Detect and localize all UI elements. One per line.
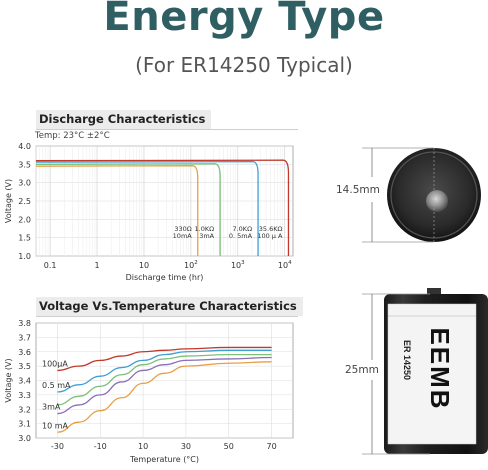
temperature-series-label: 10 mA — [42, 421, 69, 430]
discharge-xlabel: Discharge time (hr) — [126, 273, 204, 282]
discharge-series-load-label: 1.0KΩ — [195, 225, 215, 233]
temperature-ytick-label: 3.8 — [18, 319, 31, 328]
battery-height-label: 25mm — [345, 364, 379, 376]
temperature-series-line — [57, 361, 272, 433]
page-subtitle: (For ER14250 Typical) — [135, 53, 353, 77]
discharge-ytick-label: 2.5 — [18, 197, 31, 206]
discharge-series-current-label: 3mA — [199, 232, 214, 240]
discharge-ytick-label: 3.0 — [18, 179, 31, 188]
temperature-series-label: 0.5 mA — [42, 381, 71, 390]
discharge-series-current-label: 100 μ A — [257, 232, 283, 240]
temperature-series-label: 100μA — [42, 359, 68, 368]
temperature-ytick-label: 3.5 — [18, 362, 31, 371]
temperature-series-label: 3mA — [42, 403, 61, 412]
discharge-xtick-label: 102 — [184, 260, 198, 270]
temperature-ylabel: Voltage (V) — [4, 358, 13, 402]
discharge-xtick-label: 0.1 — [44, 261, 57, 270]
temperature-ytick-label: 3.1 — [18, 420, 31, 429]
temperature-xtick-label: 30 — [181, 442, 191, 451]
discharge-temp-note: Temp: 23°C ±2°C — [35, 131, 110, 141]
temperature-xtick-label: 10 — [138, 442, 148, 451]
discharge-ytick-label: 1.0 — [18, 252, 31, 261]
temperature-series-line — [57, 353, 272, 406]
discharge-series-line — [35, 160, 259, 256]
temperature-ytick-label: 3.7 — [18, 333, 31, 342]
discharge-series-line — [35, 159, 290, 256]
temperature-title-rule — [36, 316, 298, 317]
discharge-chart-title: Discharge Characteristics — [36, 110, 212, 129]
discharge-series-load-label: 330Ω — [174, 225, 191, 233]
discharge-xtick-label: 104 — [278, 260, 292, 270]
temperature-ytick-label: 3.6 — [18, 348, 31, 357]
temperature-xtick-label: -10 — [94, 442, 107, 451]
discharge-xtick-label: 1 — [95, 261, 100, 270]
battery-model-label: ER 14250 — [402, 340, 412, 381]
battery-diameter-label: 14.5mm — [336, 184, 380, 196]
battery-top-view — [387, 148, 481, 242]
discharge-title-rule — [36, 129, 298, 130]
temperature-xlabel: Temperature (°C) — [129, 455, 199, 464]
temperature-xtick-label: -30 — [51, 442, 64, 451]
discharge-series-load-label: 35.6KΩ — [259, 225, 283, 233]
temperature-xtick-label: 50 — [224, 442, 234, 451]
discharge-series-line — [35, 165, 199, 256]
temperature-series-line — [57, 346, 272, 372]
temperature-xtick-label: 70 — [266, 442, 276, 451]
discharge-series-current-label: 10mA — [173, 232, 193, 240]
temperature-chart-title: Voltage Vs.Temperature Characteristics — [36, 297, 303, 316]
discharge-series-line — [35, 163, 221, 256]
discharge-xtick-label: 10 — [139, 261, 149, 270]
temperature-ytick-label: 3.4 — [18, 377, 31, 386]
discharge-ylabel: Voltage (V) — [4, 179, 13, 223]
discharge-ytick-label: 3.5 — [18, 160, 31, 169]
discharge-series-current-label: 0. 5mA — [229, 232, 253, 240]
temperature-ytick-label: 3.2 — [18, 405, 31, 414]
discharge-ytick-label: 4.0 — [18, 142, 31, 151]
temperature-ytick-label: 3.3 — [18, 391, 31, 400]
battery-terminal — [426, 190, 448, 212]
battery-brand-label: EEMB — [425, 327, 455, 411]
temperature-ytick-label: 3.0 — [18, 434, 31, 443]
discharge-xtick-label: 103 — [231, 260, 245, 270]
page-title: Energy Type — [103, 0, 385, 40]
discharge-ytick-label: 1.5 — [18, 234, 31, 243]
battery-side-view — [384, 288, 488, 454]
temperature-series-line — [57, 356, 272, 415]
discharge-series-load-label: 7.0KΩ — [232, 225, 252, 233]
temperature-series-line — [57, 349, 272, 393]
discharge-ytick-label: 2.0 — [18, 215, 31, 224]
